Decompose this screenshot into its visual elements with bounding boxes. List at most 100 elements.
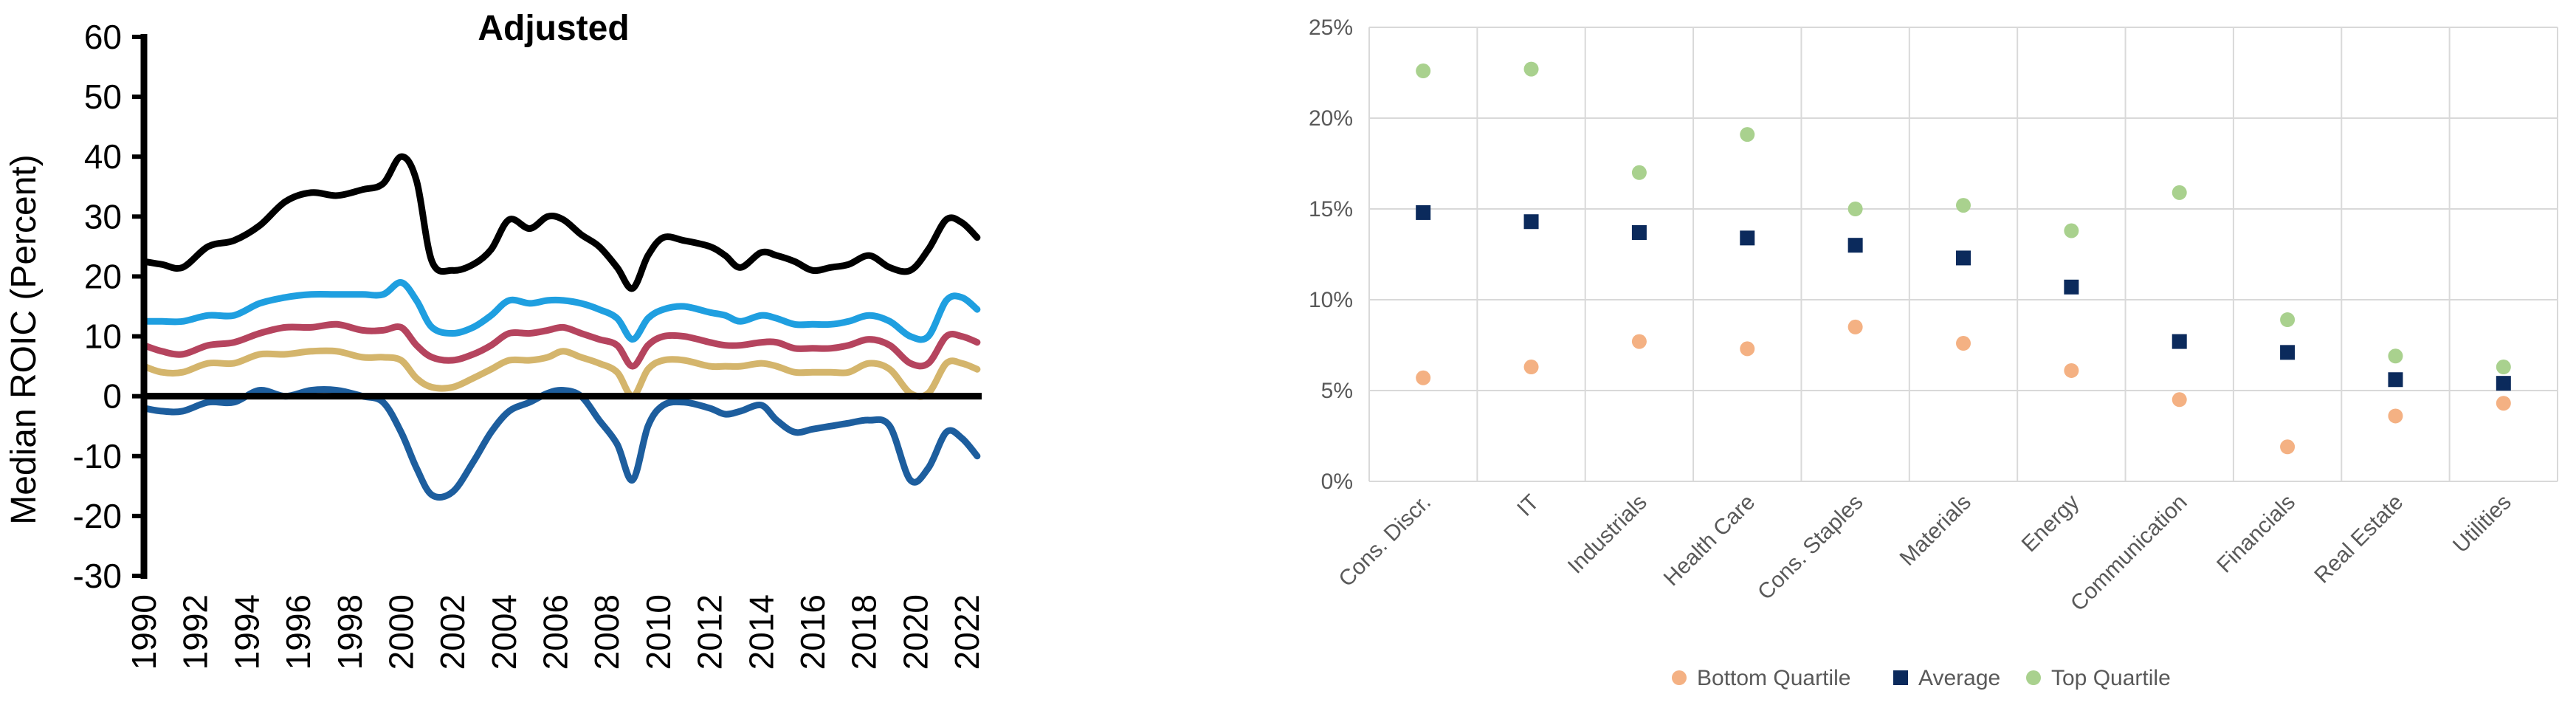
point-average [2388, 372, 2403, 388]
x-tick-label: 2020 [896, 594, 934, 670]
category-label: Cons. Staples [1753, 490, 1867, 605]
category-label: Real Estate [2310, 490, 2408, 588]
series-light-blue-line [140, 279, 981, 343]
point-top-quartile [2496, 360, 2511, 375]
sector-roic-scatter-chart: 0% 5% 10% 15% 20% 25% Cons. Discr. IT Industrial… [1309, 16, 2558, 690]
category-label: Utilities [2448, 490, 2516, 558]
points-group [1416, 61, 2511, 455]
point-top-quartile [1740, 127, 1755, 142]
axes-group: 0% 5% 10% 15% 20% 25% Cons. Discr. IT Industrial… [1309, 16, 2516, 616]
legend: Bottom Quartile Average Top Quartile [1672, 666, 2171, 690]
x-tick-label: 2004 [485, 594, 523, 670]
y-tick-label: 25% [1309, 16, 1353, 40]
point-top-quartile [1523, 61, 1539, 77]
point-bottom-quartile [1847, 319, 1863, 334]
point-average [1847, 238, 1863, 253]
point-average [1523, 214, 1539, 230]
point-average [1631, 224, 1647, 240]
legend-marker [1672, 670, 1687, 685]
scatter-chart-panel: 0% 5% 10% 15% 20% 25% Cons. Discr. IT Industrial… [1255, 0, 2576, 721]
category-label: Cons. Discr. [1334, 490, 1436, 592]
x-tick-label: 2002 [433, 594, 472, 670]
legend-marker [1893, 670, 1908, 685]
x-tick-label: 2006 [537, 594, 575, 670]
adjusted-roic-line-chart: -30 -20 -10 0 10 20 30 40 50 60 1990 1992 1994 1996 19… [4, 9, 986, 670]
x-tick-label: 1996 [279, 594, 317, 670]
y-tick-label: 10 [84, 317, 122, 356]
point-bottom-quartile [1523, 360, 1539, 375]
legend-label: Bottom Quartile [1697, 666, 1850, 690]
chart-title: Adjusted [478, 9, 629, 48]
point-bottom-quartile [2064, 362, 2079, 378]
y-tick-label: -30 [73, 557, 122, 595]
point-average [1416, 205, 1431, 220]
point-bottom-quartile [1416, 370, 1431, 385]
point-bottom-quartile [1956, 336, 1971, 351]
series-gold-line [140, 347, 981, 400]
x-tick-label: 1990 [125, 594, 163, 670]
y-axis-label: Median ROIC (Percent) [4, 154, 44, 525]
category-label: Industrials [1563, 490, 1652, 579]
point-bottom-quartile [1631, 334, 1647, 349]
category-label: Materials [1895, 490, 1976, 571]
y-tick-label: 50 [84, 78, 122, 116]
y-tick-label: 40 [84, 137, 122, 176]
point-top-quartile [2280, 312, 2296, 328]
point-bottom-quartile [1740, 341, 1755, 357]
x-tick-label: 1992 [176, 594, 215, 670]
y-tick-label: 20 [84, 257, 122, 295]
x-tick-label: 2016 [793, 594, 832, 670]
x-tick-label: 1994 [227, 594, 266, 670]
x-tick-label: 2008 [588, 594, 626, 670]
y-tick-label: 0 [103, 377, 122, 416]
point-top-quartile [1956, 198, 1971, 213]
line-series-group [140, 153, 981, 501]
x-tick-label: 2018 [845, 594, 884, 670]
point-average [2280, 345, 2296, 360]
point-bottom-quartile [2496, 396, 2511, 411]
category-label: Energy [2017, 490, 2084, 557]
y-tick-label: 10% [1309, 288, 1353, 312]
grid-group [1368, 27, 2558, 482]
point-average [1740, 230, 1755, 246]
category-label: Communication [2066, 490, 2192, 616]
y-tick-label: -20 [73, 497, 122, 535]
category-label: Health Care [1659, 490, 1760, 591]
legend-label: Top Quartile [2051, 666, 2171, 690]
point-top-quartile [1847, 202, 1863, 216]
y-tick-label: 5% [1321, 379, 1353, 403]
point-top-quartile [1631, 165, 1647, 180]
series-dark-blue-line [140, 386, 981, 501]
x-tick-label: 2010 [639, 594, 678, 670]
x-tick-label: 2000 [382, 594, 420, 670]
category-label: Financials [2212, 490, 2300, 578]
point-bottom-quartile [2172, 392, 2187, 408]
x-tick-label: 2012 [691, 594, 729, 670]
point-average [2172, 334, 2187, 349]
legend-label: Average [1918, 666, 2000, 690]
series-black-line [140, 153, 981, 292]
x-tick-label: 2014 [742, 594, 780, 670]
y-tick-label: 20% [1309, 106, 1353, 131]
point-average [1956, 250, 1971, 266]
y-tick-label: 15% [1309, 197, 1353, 221]
y-tick-label: -10 [73, 437, 122, 475]
line-chart-panel: -30 -20 -10 0 10 20 30 40 50 60 1990 1992 1994 1996 19… [0, 0, 1033, 721]
x-tick-label: 1998 [331, 594, 369, 670]
point-average [2496, 376, 2511, 391]
category-label: IT [1512, 490, 1543, 521]
point-top-quartile [2064, 223, 2079, 238]
point-bottom-quartile [2388, 408, 2403, 424]
point-top-quartile [2388, 348, 2403, 364]
series-red-line [140, 320, 981, 370]
point-top-quartile [2172, 185, 2187, 200]
point-bottom-quartile [2280, 439, 2296, 455]
y-tick-label: 60 [84, 18, 122, 56]
y-tick-label: 0% [1321, 470, 1353, 494]
axes-group: -30 -20 -10 0 10 20 30 40 50 60 1990 1992 1994 1996 19… [73, 18, 986, 670]
point-top-quartile [1416, 63, 1431, 79]
x-tick-label: 2022 [948, 594, 986, 670]
point-average [2064, 279, 2079, 295]
y-tick-label: 30 [84, 197, 122, 236]
legend-marker [2026, 670, 2041, 685]
